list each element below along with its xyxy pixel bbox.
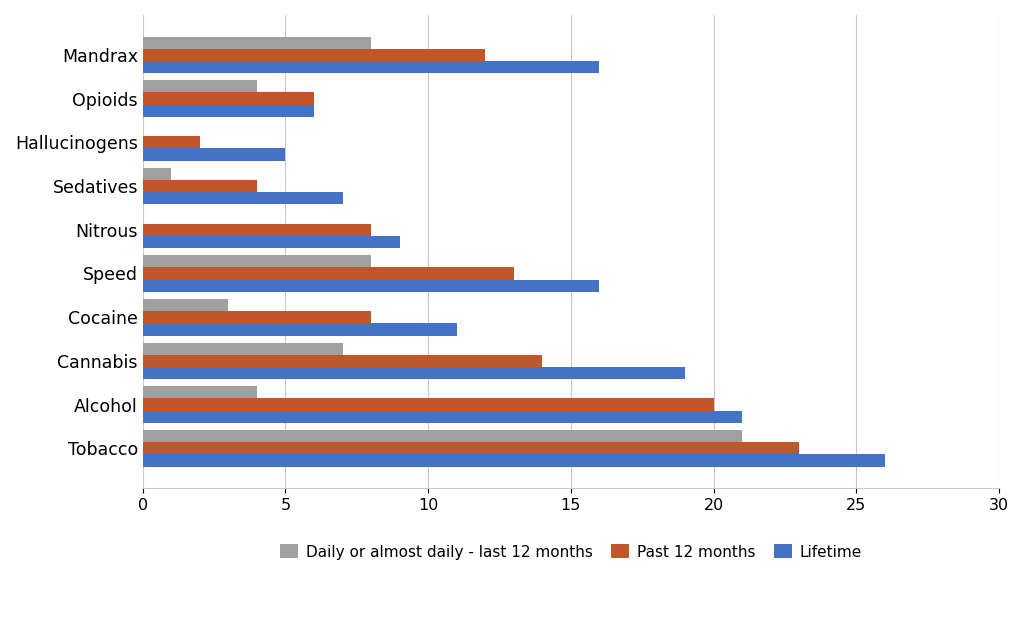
Bar <box>142 279 599 292</box>
Legend: Daily or almost daily - last 12 months, Past 12 months, Lifetime: Daily or almost daily - last 12 months, … <box>273 538 868 565</box>
Bar <box>142 342 342 355</box>
Bar <box>142 298 228 311</box>
Bar <box>142 148 286 161</box>
Bar <box>142 255 371 268</box>
Bar <box>142 430 742 442</box>
Bar <box>142 311 371 323</box>
Bar <box>142 80 257 93</box>
Bar <box>142 367 685 379</box>
Bar <box>142 386 257 399</box>
Bar <box>142 49 485 61</box>
Bar <box>142 36 371 49</box>
Bar <box>142 136 200 148</box>
Bar <box>142 236 399 248</box>
Bar <box>142 268 514 279</box>
Bar <box>142 104 314 117</box>
Bar <box>142 192 342 205</box>
Bar <box>142 454 885 467</box>
Bar <box>142 399 714 411</box>
Bar <box>142 323 457 336</box>
Bar <box>142 167 171 180</box>
Bar <box>142 442 799 454</box>
Bar <box>142 355 543 367</box>
Bar <box>142 61 599 73</box>
Bar <box>142 411 742 423</box>
Bar <box>142 93 314 104</box>
Bar <box>142 224 371 236</box>
Bar <box>142 180 257 192</box>
